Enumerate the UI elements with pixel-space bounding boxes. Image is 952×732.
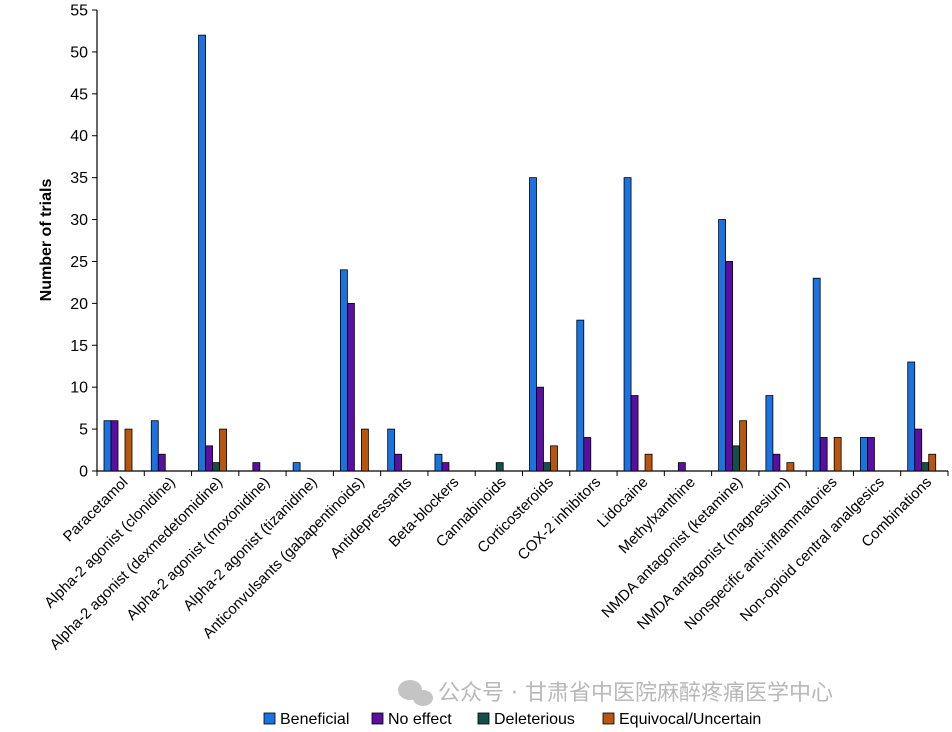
bar-equivocal-uncertain-0: [124, 428, 133, 472]
bar-beneficial-10: [576, 319, 585, 472]
bar-no-effect-1: [157, 453, 166, 472]
legend-swatch: [477, 712, 490, 725]
bar-no-effect-2: [205, 445, 213, 472]
axes: 0 5 10 15 20 25 30 35 40 45 50 55: [70, 3, 949, 481]
x-category-label: COX-2 inhibitors: [514, 474, 604, 564]
bar-no-effect-16: [867, 437, 875, 472]
legend-label: No effect: [388, 711, 452, 728]
bar-no-effect-6: [394, 453, 403, 472]
bar-beneficial-6: [387, 428, 396, 472]
watermark-text: 公众号 · 甘肃省中医院麻醉疼痛医学中心: [438, 681, 833, 706]
bar-equivocal-uncertain-17: [928, 453, 937, 472]
watermark: 公众号 · 甘肃省中医院麻醉疼痛医学中心: [398, 680, 833, 706]
bar-equivocal-uncertain-14: [786, 462, 795, 472]
y-tick-label: 10: [70, 380, 88, 397]
bar-equivocal-uncertain-15: [833, 437, 842, 472]
bar-equivocal-uncertain-2: [219, 428, 227, 472]
bar-no-effect-17: [914, 428, 923, 472]
bar-beneficial-11: [623, 177, 632, 472]
bar-deleterious-13: [732, 445, 741, 472]
bar-beneficial-5: [339, 269, 348, 472]
bar-deleterious-2: [212, 462, 220, 472]
bar-equivocal-uncertain-5: [360, 428, 369, 472]
bar-deleterious-17: [921, 462, 930, 472]
bar-deleterious-9: [543, 462, 551, 472]
bar-no-effect-5: [346, 302, 355, 472]
bar-no-effect-3: [252, 462, 261, 472]
legend-item-beneficial[interactable]: Beneficial: [263, 711, 349, 728]
bar-equivocal-uncertain-13: [739, 420, 748, 472]
bar-no-effect-15: [819, 437, 828, 472]
bar-equivocal-uncertain-9: [550, 445, 558, 472]
bar-no-effect-7: [441, 462, 450, 472]
legend-item-no-effect[interactable]: No effect: [371, 711, 452, 728]
legend[interactable]: Beneficial No effect Deleterious Equivocal/…: [263, 711, 761, 728]
bar-beneficial-2: [198, 34, 206, 472]
bar-beneficial-17: [907, 361, 916, 472]
bar-no-effect-14: [772, 453, 781, 472]
bar-no-effect-0: [110, 420, 119, 472]
bar-beneficial-15: [812, 277, 821, 472]
y-tick-label: 25: [70, 254, 88, 271]
legend-swatch: [371, 712, 384, 725]
bar-beneficial-14: [765, 395, 774, 472]
legend-item-equivocal-uncertain[interactable]: Equivocal/Uncertain: [602, 711, 761, 728]
legend-label: Equivocal/Uncertain: [619, 711, 761, 728]
x-category-label: Alpha-2 agonist (dexmedetomidine): [47, 474, 226, 653]
bars: [103, 34, 937, 472]
bar-beneficial-16: [860, 437, 868, 472]
legend-swatch: [263, 712, 276, 725]
legend-label: Deleterious: [494, 711, 575, 728]
y-tick-label: 0: [79, 464, 88, 481]
bar-no-effect-13: [725, 261, 734, 472]
bar-beneficial-1: [150, 420, 159, 472]
bar-equivocal-uncertain-11: [644, 453, 653, 472]
y-tick-label: 35: [70, 170, 88, 187]
bar-no-effect-10: [583, 437, 592, 472]
y-tick-label: 50: [70, 44, 88, 61]
x-category-label: Antidepressants: [327, 474, 415, 562]
wechat-icon: [398, 680, 433, 706]
legend-label: Beneficial: [280, 711, 349, 728]
bar-beneficial-7: [434, 453, 443, 472]
bar-no-effect-12: [677, 462, 686, 472]
bar-deleterious-8: [495, 462, 504, 472]
y-tick-label: 5: [79, 422, 88, 439]
legend-item-deleterious[interactable]: Deleterious: [477, 711, 575, 728]
y-tick-label: 55: [70, 3, 88, 20]
bar-beneficial-9: [529, 177, 537, 472]
y-tick-label: 30: [70, 212, 88, 229]
bar-beneficial-4: [292, 462, 301, 472]
bar-no-effect-9: [536, 386, 544, 472]
bar-no-effect-11: [630, 395, 639, 472]
legend-swatch: [602, 712, 615, 725]
y-tick-label: 20: [70, 296, 88, 313]
bar-beneficial-13: [718, 219, 727, 472]
y-tick-label: 45: [70, 86, 88, 103]
y-tick-label: 40: [70, 128, 88, 145]
bar-beneficial-0: [103, 420, 112, 472]
y-axis-title: Number of trials: [38, 179, 55, 302]
y-tick-label: 15: [70, 338, 88, 355]
